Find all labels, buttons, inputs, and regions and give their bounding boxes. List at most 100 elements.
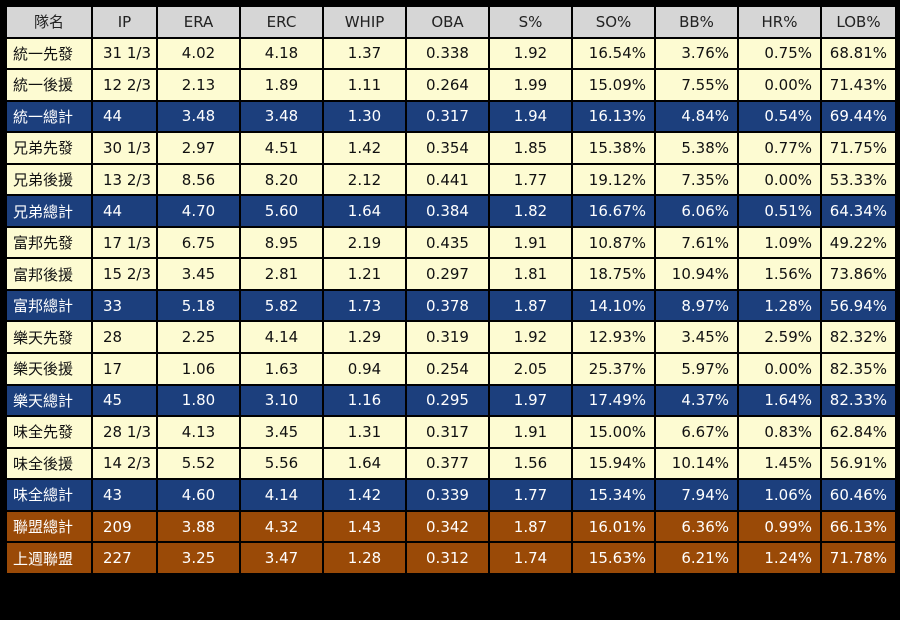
cell-team: 樂天先發: [7, 322, 91, 353]
cell-lob-pct: 71.75%: [822, 133, 895, 163]
cell-bb-pct: 6.06%: [656, 196, 737, 226]
cell-erc: 3.45: [241, 417, 322, 447]
cell-erc: 2.81: [241, 259, 322, 289]
table-row: 樂天後援 17 1.06 1.63 0.94 0.254 2.05 25.37% 5.97% 0.…: [7, 354, 895, 384]
cell-team: 樂天總計: [7, 385, 91, 416]
cell-s-pct: 1.87: [490, 511, 571, 542]
cell-so-pct: 15.38%: [573, 133, 654, 163]
cell-bb-pct: 3.76%: [656, 38, 737, 69]
table-row: 味全總計 43 4.60 4.14 1.42 0.339 1.77 15.34% 7.94% 1.…: [7, 480, 895, 510]
cell-ip: 33: [93, 290, 156, 321]
cell-erc: 3.47: [241, 543, 322, 573]
cell-whip: 1.42: [324, 133, 405, 163]
cell-so-pct: 15.34%: [573, 480, 654, 510]
table-row: 統一總計 44 3.48 3.48 1.30 0.317 1.94 16.13% 4.84% 0.…: [7, 101, 895, 132]
cell-ip: 44: [93, 196, 156, 226]
cell-s-pct: 1.91: [490, 227, 571, 258]
cell-era: 1.06: [158, 354, 239, 384]
cell-s-pct: 1.77: [490, 164, 571, 195]
table-row: 富邦後援 15 2/3 3.45 2.81 1.21 0.297 1.81 18.75% 10.…: [7, 259, 895, 289]
cell-era: 4.70: [158, 196, 239, 226]
cell-hr-pct: 0.00%: [739, 70, 820, 100]
cell-bb-pct: 7.35%: [656, 164, 737, 195]
cell-s-pct: 1.97: [490, 385, 571, 416]
cell-whip: 1.31: [324, 417, 405, 447]
cell-oba: 0.295: [407, 385, 488, 416]
cell-s-pct: 1.87: [490, 290, 571, 321]
cell-lob-pct: 71.78%: [822, 543, 895, 573]
cell-era: 2.97: [158, 133, 239, 163]
cell-oba: 0.264: [407, 70, 488, 100]
cell-era: 2.25: [158, 322, 239, 353]
cell-whip: 1.21: [324, 259, 405, 289]
cell-bb-pct: 6.21%: [656, 543, 737, 573]
header-whip: WHIP: [324, 7, 405, 37]
cell-oba: 0.377: [407, 448, 488, 479]
cell-s-pct: 1.92: [490, 322, 571, 353]
header-bb-pct: BB%: [656, 7, 737, 37]
cell-team: 上週聯盟: [7, 543, 91, 573]
cell-oba: 0.378: [407, 290, 488, 321]
cell-ip: 17 1/3: [93, 227, 156, 258]
cell-bb-pct: 5.97%: [656, 354, 737, 384]
header-hr-pct: HR%: [739, 7, 820, 37]
table-row: 統一後援 12 2/3 2.13 1.89 1.11 0.264 1.99 15.09% 7.5…: [7, 70, 895, 100]
cell-team: 兄弟總計: [7, 196, 91, 226]
cell-oba: 0.384: [407, 196, 488, 226]
cell-bb-pct: 7.61%: [656, 227, 737, 258]
cell-bb-pct: 7.94%: [656, 480, 737, 510]
header-era: ERA: [158, 7, 239, 37]
cell-s-pct: 1.81: [490, 259, 571, 289]
cell-ip: 28: [93, 322, 156, 353]
cell-so-pct: 14.10%: [573, 290, 654, 321]
cell-hr-pct: 1.28%: [739, 290, 820, 321]
table-row: 富邦總計 33 5.18 5.82 1.73 0.378 1.87 14.10% 8.97% 1.…: [7, 290, 895, 321]
cell-lob-pct: 71.43%: [822, 70, 895, 100]
cell-lob-pct: 60.46%: [822, 480, 895, 510]
cell-lob-pct: 82.33%: [822, 385, 895, 416]
cell-s-pct: 1.85: [490, 133, 571, 163]
cell-whip: 0.94: [324, 354, 405, 384]
cell-whip: 1.64: [324, 448, 405, 479]
cell-whip: 1.42: [324, 480, 405, 510]
cell-bb-pct: 6.36%: [656, 511, 737, 542]
cell-lob-pct: 73.86%: [822, 259, 895, 289]
cell-era: 4.60: [158, 480, 239, 510]
cell-whip: 1.64: [324, 196, 405, 226]
cell-era: 4.13: [158, 417, 239, 447]
header-ip: IP: [93, 7, 156, 37]
pitching-stats-table: 隊名 IP ERA ERC WHIP OBA S% SO% BB% HR% LOB% 統一先發 31 …: [5, 5, 897, 575]
cell-s-pct: 1.56: [490, 448, 571, 479]
cell-team: 味全後援: [7, 448, 91, 479]
cell-team: 統一先發: [7, 38, 91, 69]
cell-erc: 4.14: [241, 322, 322, 353]
cell-so-pct: 25.37%: [573, 354, 654, 384]
cell-ip: 44: [93, 101, 156, 132]
header-s-pct: S%: [490, 7, 571, 37]
cell-ip: 15 2/3: [93, 259, 156, 289]
cell-so-pct: 16.54%: [573, 38, 654, 69]
cell-oba: 0.312: [407, 543, 488, 573]
cell-so-pct: 17.49%: [573, 385, 654, 416]
cell-s-pct: 1.82: [490, 196, 571, 226]
cell-whip: 1.73: [324, 290, 405, 321]
cell-erc: 5.56: [241, 448, 322, 479]
cell-lob-pct: 69.44%: [822, 101, 895, 132]
cell-s-pct: 1.99: [490, 70, 571, 100]
table-row: 樂天總計 45 1.80 3.10 1.16 0.295 1.97 17.49% 4.37% 1.…: [7, 385, 895, 416]
cell-whip: 2.19: [324, 227, 405, 258]
cell-oba: 0.354: [407, 133, 488, 163]
cell-hr-pct: 0.00%: [739, 164, 820, 195]
cell-hr-pct: 1.09%: [739, 227, 820, 258]
cell-erc: 3.10: [241, 385, 322, 416]
cell-s-pct: 1.74: [490, 543, 571, 573]
cell-erc: 1.89: [241, 70, 322, 100]
table-row: 兄弟總計 44 4.70 5.60 1.64 0.384 1.82 16.67% 6.06% 0.…: [7, 196, 895, 226]
cell-so-pct: 16.67%: [573, 196, 654, 226]
cell-lob-pct: 49.22%: [822, 227, 895, 258]
cell-hr-pct: 0.99%: [739, 511, 820, 542]
cell-team: 兄弟後援: [7, 164, 91, 195]
table-row: 兄弟後援 13 2/3 8.56 8.20 2.12 0.441 1.77 19.12% 7.3…: [7, 164, 895, 195]
cell-hr-pct: 1.64%: [739, 385, 820, 416]
cell-hr-pct: 1.56%: [739, 259, 820, 289]
